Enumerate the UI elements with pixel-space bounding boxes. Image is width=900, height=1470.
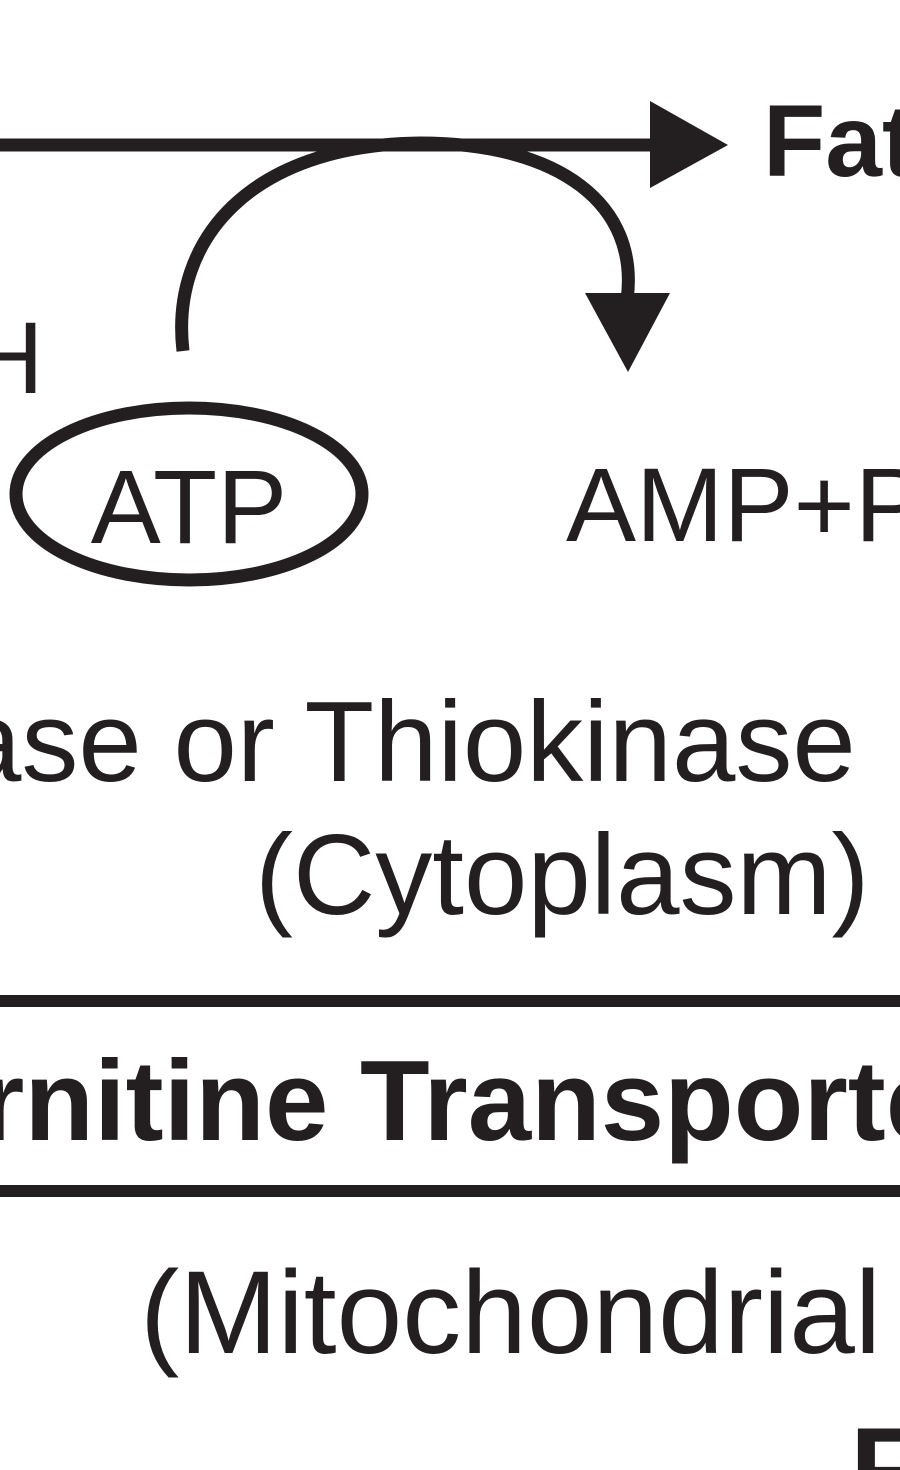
- left-label: H: [0, 301, 44, 415]
- atp-ellipse: [9, 401, 369, 587]
- bottom-label: F: [850, 1404, 900, 1470]
- cofactor-curved-arrow: [175, 136, 635, 352]
- cofactor-arrowhead: [585, 293, 670, 372]
- enzyme-label: ase or Thiokinase: [0, 679, 856, 806]
- byproduct-label: AMP+P: [566, 447, 900, 564]
- transporter-label: rnitine Transporte: [0, 1038, 900, 1165]
- main-reaction-arrowhead: [650, 101, 728, 188]
- product-label: Fat: [763, 84, 900, 198]
- atp-label: ATP: [91, 449, 287, 566]
- mitochondrial-label: (Mitochondrial s: [140, 1247, 900, 1379]
- location-label: (Cytoplasm): [255, 812, 869, 939]
